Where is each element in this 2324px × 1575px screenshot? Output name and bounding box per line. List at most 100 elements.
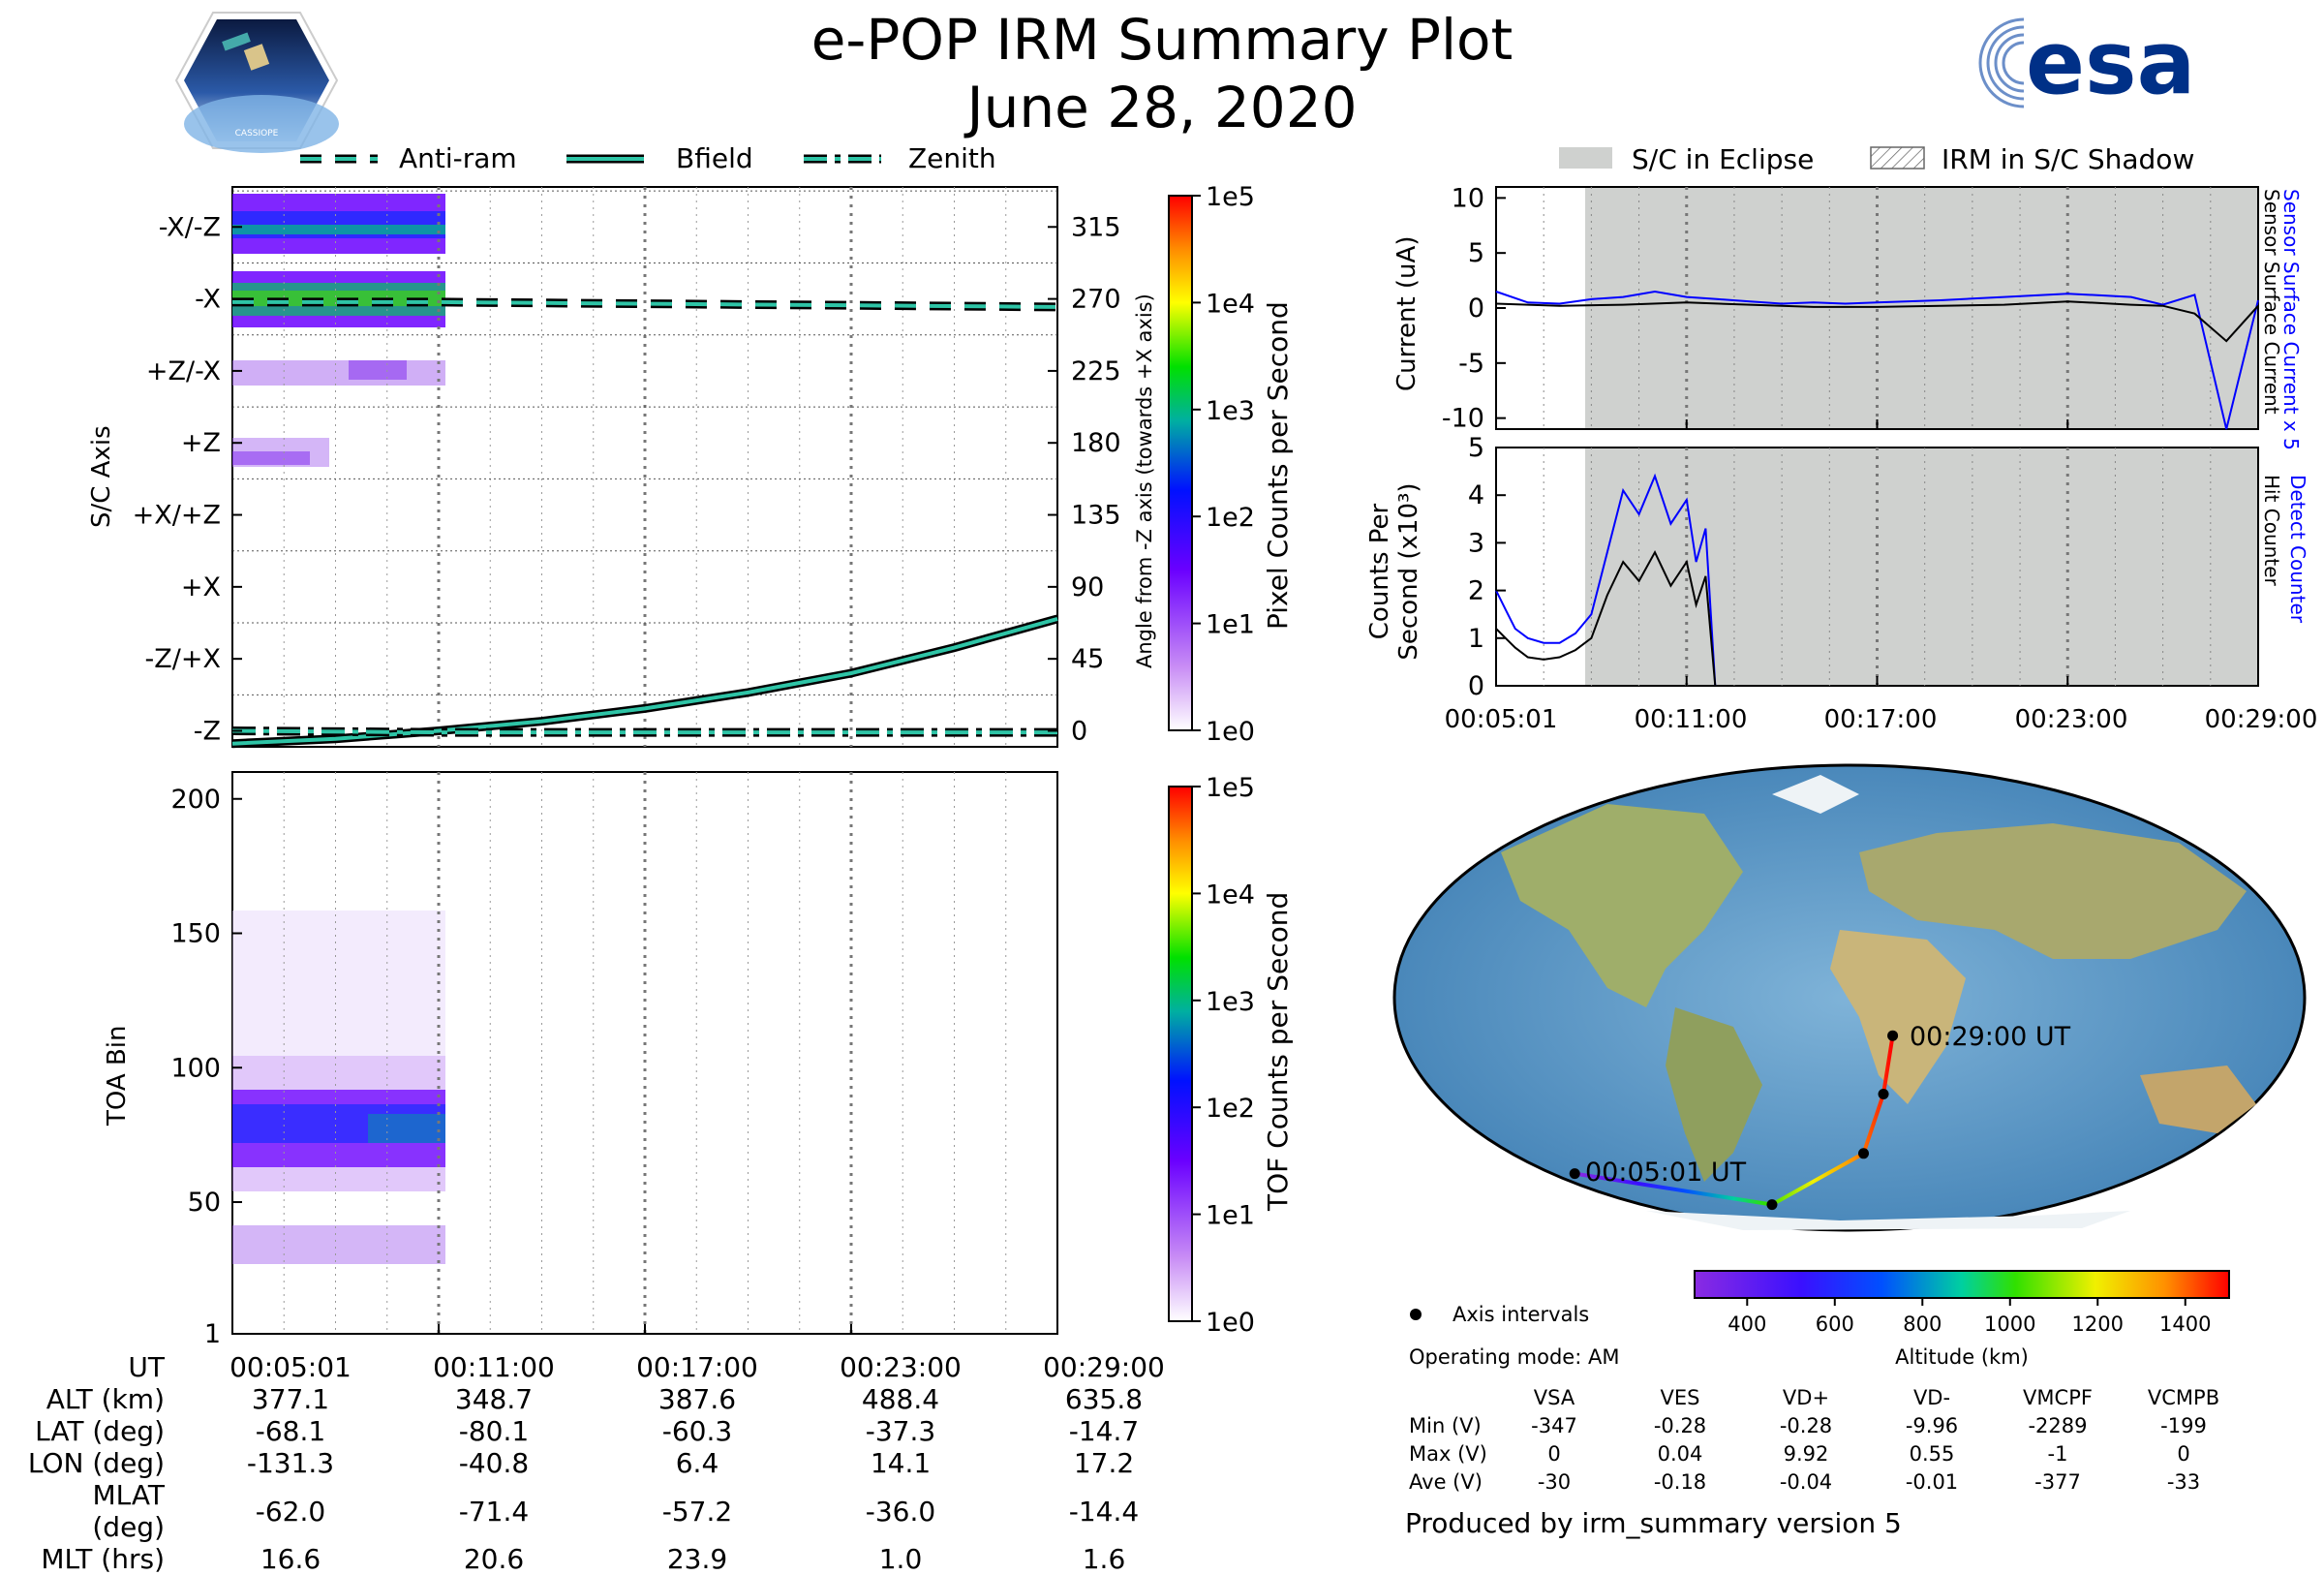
stats-row: Ave (V) -30 -0.18 -0.04 -0.01 -377 -33 bbox=[1394, 1467, 2247, 1496]
ephemeris-value: 387.6 bbox=[657, 1383, 737, 1415]
stats-value: -0.01 bbox=[1905, 1469, 1959, 1494]
stats-value: -30 bbox=[1537, 1469, 1572, 1494]
toa-ytick-label: 100 bbox=[170, 1053, 221, 1083]
ephemeris-value: 348.7 bbox=[454, 1383, 534, 1415]
ytick-label: 2 bbox=[1468, 576, 1484, 606]
sc-axis-ylabel: S/C Axis bbox=[87, 425, 116, 528]
stats-value: -0.18 bbox=[1653, 1469, 1707, 1494]
sc-axis-ytick-label: +Z bbox=[181, 428, 221, 458]
series-sensorsurfacecurrentx bbox=[1495, 290, 2259, 430]
series-detectcounter bbox=[1495, 473, 1717, 687]
legend-zenith: Zenith bbox=[908, 142, 996, 174]
toa-ylabel: TOA Bin bbox=[103, 1025, 132, 1126]
stats-value: 0.55 bbox=[1909, 1441, 1955, 1466]
cassiope-logo-text: CASSIOPE bbox=[235, 129, 279, 139]
current-ylabel: Current (uA) bbox=[1392, 235, 1422, 391]
ut-tick: 00:17:00 bbox=[636, 1351, 758, 1383]
ephemeris-value: -14.7 bbox=[1068, 1415, 1140, 1447]
ytick-label: 1 bbox=[1468, 624, 1484, 654]
stats-col: VD- bbox=[1912, 1385, 1951, 1409]
altitude-tick-label: 1000 bbox=[1984, 1312, 2035, 1336]
current-right-label-black: Sensor Surface Current bbox=[2260, 189, 2283, 415]
counts-grid bbox=[1543, 448, 2212, 686]
stats-col: VCMPB bbox=[2147, 1385, 2220, 1409]
sc-axis-legend: Anti-ram Bfield Zenith bbox=[300, 142, 996, 174]
pixel-colorbar bbox=[1168, 195, 1193, 731]
stats-col: VSA bbox=[1533, 1385, 1575, 1409]
toa-grid bbox=[283, 772, 1007, 1334]
ephemeris-row: MLAT (deg) -62.0 -71.4 -57.2 -36.0 -14.4 bbox=[19, 1479, 1206, 1543]
altitude-tick-label: 1200 bbox=[2072, 1312, 2124, 1336]
ephemeris-value: 1.0 bbox=[878, 1543, 923, 1575]
stats-value: 0.04 bbox=[1657, 1441, 1703, 1466]
stats-label: Min (V) bbox=[1409, 1413, 1482, 1437]
current-lines bbox=[1495, 290, 2259, 430]
toa-ytick-label: 1 bbox=[204, 1319, 221, 1349]
counts-xtick-4: 00:29:00 bbox=[2204, 705, 2318, 734]
altitude-tick-label: 600 bbox=[1816, 1312, 1854, 1336]
ephemeris-value: -71.4 bbox=[458, 1495, 530, 1528]
ephemeris-label: LAT (deg) bbox=[35, 1415, 165, 1447]
sc-axis-right-label: Angle from -Z axis (towards +X axis) bbox=[1133, 293, 1156, 668]
sc-axis-ytick-label: -X/-Z bbox=[159, 212, 221, 242]
ytick-label: 3 bbox=[1468, 528, 1484, 558]
tof-colorbar-label: TOF Counts per Second bbox=[1262, 891, 1294, 1211]
ephemeris-value: -36.0 bbox=[865, 1495, 936, 1528]
stats-value: -9.96 bbox=[1905, 1413, 1959, 1437]
axis-intervals-dot bbox=[1410, 1309, 1422, 1320]
sc-axis-grid bbox=[232, 187, 1057, 747]
toa-ytick-label: 150 bbox=[170, 919, 221, 949]
toa-ticks: 200 150 100 50 1 bbox=[170, 785, 1058, 1349]
sc-axis-ytick-label: +Z/-X bbox=[146, 356, 221, 386]
ytick-label: 4 bbox=[1468, 480, 1484, 510]
sc-axis-lines bbox=[231, 297, 1059, 749]
sc-axis-ytick-label: -Z bbox=[194, 716, 221, 746]
ephemeris-table: UT 00:05:01 00:11:00 00:17:00 00:23:00 0… bbox=[19, 1351, 1206, 1575]
sc-axis-rtick-label: 225 bbox=[1071, 356, 1121, 386]
track-point bbox=[1878, 1088, 1889, 1099]
ephemeris-value: 488.4 bbox=[861, 1383, 940, 1415]
eclipse-swatch bbox=[1559, 147, 1612, 169]
toa-ytick-label: 200 bbox=[170, 785, 221, 815]
axis-intervals-label: Axis intervals bbox=[1452, 1303, 1589, 1326]
ephemeris-value: -80.1 bbox=[458, 1415, 530, 1447]
ephemeris-value: 16.6 bbox=[260, 1543, 321, 1575]
esa-logo-text: esa bbox=[2026, 13, 2195, 114]
colorbar-tick-label: 1e5 bbox=[1206, 773, 1255, 803]
eclipse-legend-label: S/C in Eclipse bbox=[1632, 143, 1814, 175]
counts-ylabel: Counts Per Second (x10³) bbox=[1365, 482, 1423, 661]
stats-col: VES bbox=[1660, 1385, 1700, 1409]
shadow-swatch bbox=[1870, 146, 1925, 170]
counts-xtick-3: 00:23:00 bbox=[2014, 705, 2128, 734]
page-date: June 28, 2020 bbox=[966, 75, 1358, 140]
current-ticks: 10 5 0 -5 -10 bbox=[1442, 183, 2259, 434]
sc-axis-rtick-label: 45 bbox=[1071, 644, 1104, 674]
operating-mode: Operating mode: AM bbox=[1409, 1345, 1619, 1369]
altitude-tick-label: 1400 bbox=[2159, 1312, 2211, 1336]
colorbar-tick-label: 1e1 bbox=[1206, 610, 1255, 640]
stats-value: -347 bbox=[1531, 1413, 1577, 1437]
counts-right-label-blue: Detect Counter bbox=[2286, 475, 2309, 623]
altitude-label: Altitude (km) bbox=[1895, 1345, 2029, 1369]
ephemeris-value: -37.3 bbox=[865, 1415, 936, 1447]
stats-value: 0 bbox=[1547, 1441, 1561, 1466]
altitude-colorbar bbox=[1694, 1270, 2230, 1299]
ephemeris-label: ALT (km) bbox=[46, 1383, 165, 1415]
counts-xtick-2: 00:17:00 bbox=[1823, 705, 1938, 734]
stats-table: VSA VES VD+ VD- VMCPF VCMPB Min (V) -347… bbox=[1394, 1383, 2247, 1496]
series-zenith bbox=[231, 728, 1057, 735]
map-start-label: 00:05:01 UT bbox=[1585, 1158, 1747, 1188]
colorbar-tick-label: 1e3 bbox=[1206, 396, 1255, 426]
sc-axis-ytick-label: -X bbox=[195, 285, 221, 315]
ephemeris-value: -57.2 bbox=[661, 1495, 733, 1528]
stats-value: -0.04 bbox=[1779, 1469, 1833, 1494]
ephemeris-value: -68.1 bbox=[255, 1415, 326, 1447]
ephemeris-row: LAT (deg) -68.1 -80.1 -60.3 -37.3 -14.7 bbox=[19, 1415, 1206, 1447]
current-grid bbox=[1543, 187, 2212, 429]
ephemeris-value: -40.8 bbox=[458, 1447, 530, 1479]
stats-row: Min (V) -347 -0.28 -0.28 -9.96 -2289 -19… bbox=[1394, 1411, 2247, 1439]
ephemeris-value: -62.0 bbox=[255, 1495, 326, 1528]
ephemeris-value: -131.3 bbox=[246, 1447, 335, 1479]
ytick-label: 0 bbox=[1468, 671, 1484, 701]
colorbar-tick-label: 1e3 bbox=[1206, 987, 1255, 1017]
